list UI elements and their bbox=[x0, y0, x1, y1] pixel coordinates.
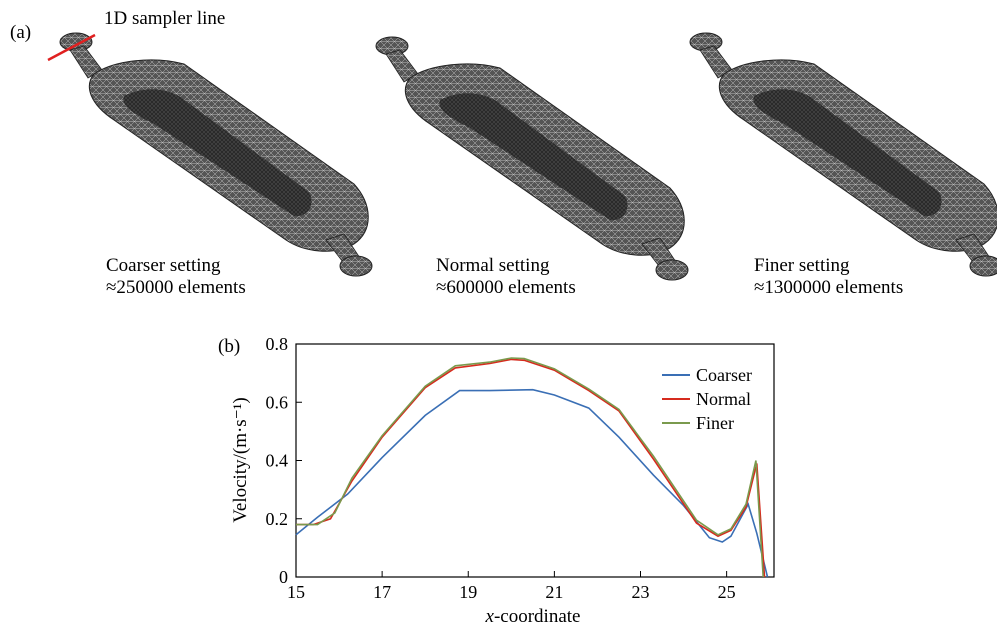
y-axis-label: Velocity/(m·s⁻¹) bbox=[230, 397, 251, 522]
mesh-finer-elements: ≈1300000 elements bbox=[754, 277, 904, 298]
x-tick-label: 23 bbox=[632, 582, 650, 602]
axis-ticks: 15 17 19 21 23 25 0 0.2 0.4 0.6 0.8 bbox=[266, 334, 736, 602]
legend: Coarser Normal Finer bbox=[662, 365, 752, 433]
y-tick-label: 0.4 bbox=[266, 451, 289, 471]
legend-label-finer: Finer bbox=[696, 413, 734, 433]
x-axis-label: x-coordinate bbox=[485, 606, 581, 627]
legend-label-normal: Normal bbox=[696, 389, 751, 409]
x-tick-label: 25 bbox=[718, 582, 736, 602]
y-tick-label: 0.6 bbox=[266, 392, 289, 412]
panel-a-label: (a) bbox=[10, 22, 32, 43]
legend-label-coarser: Coarser bbox=[696, 365, 752, 385]
series-normal-line bbox=[296, 358, 766, 578]
y-tick-label: 0.2 bbox=[266, 509, 289, 529]
x-axis-label-rest: -coordinate bbox=[494, 606, 581, 627]
series-coarser-line bbox=[295, 388, 769, 578]
mesh-finer-setting: Finer setting bbox=[754, 255, 850, 276]
mesh-normal-setting: Normal setting bbox=[436, 255, 550, 276]
series-lines bbox=[295, 357, 769, 578]
x-tick-label: 17 bbox=[373, 582, 391, 602]
x-tick-label: 21 bbox=[545, 582, 563, 602]
sampler-line-annotation: 1D sampler line bbox=[104, 8, 226, 29]
mesh-coarser-setting: Coarser setting bbox=[106, 255, 221, 276]
mesh-images bbox=[47, 32, 997, 281]
panel-b-label: (b) bbox=[218, 336, 240, 357]
x-tick-label: 19 bbox=[459, 582, 477, 602]
sampler-line-marker bbox=[47, 33, 96, 62]
series-finer-line bbox=[296, 357, 764, 578]
mesh-normal-elements: ≈600000 elements bbox=[436, 277, 576, 298]
x-axis-label-italic: x bbox=[485, 606, 495, 627]
mesh-coarser-elements: ≈250000 elements bbox=[106, 277, 246, 298]
x-tick-label: 15 bbox=[287, 582, 305, 602]
y-tick-label: 0 bbox=[279, 567, 288, 587]
y-tick-label: 0.8 bbox=[266, 334, 289, 354]
